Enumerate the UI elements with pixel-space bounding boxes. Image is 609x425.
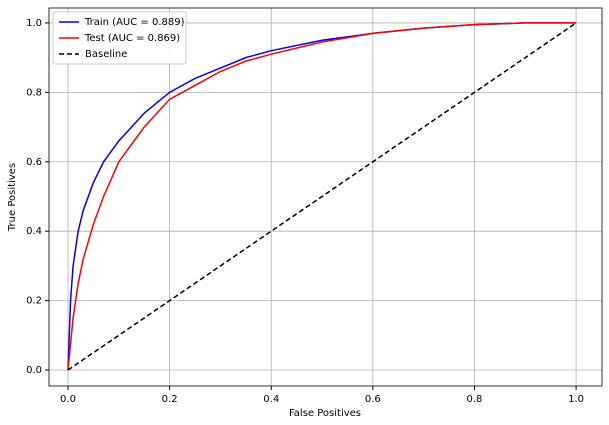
plot-frame [48, 7, 603, 387]
x-tick-label: 0.4 [263, 394, 279, 405]
legend-label: Baseline [85, 49, 127, 60]
y-tick-label: 0.2 [26, 296, 42, 307]
x-tick-label: 0.0 [60, 394, 76, 405]
y-tick-label: 1.0 [26, 18, 42, 29]
x-tick-label: 0.8 [467, 394, 483, 405]
y-tick-label: 0.8 [26, 87, 42, 98]
legend-label: Test (AUC = 0.869) [84, 33, 180, 44]
x-axis-label: False Positives [289, 408, 361, 419]
y-axis-label: True Positives [7, 163, 18, 232]
x-tick-label: 0.6 [365, 394, 381, 405]
y-tick-label: 0.4 [26, 226, 42, 237]
legend-box [52, 11, 187, 65]
x-tick-label: 1.0 [568, 394, 584, 405]
y-tick-label: 0.6 [26, 157, 42, 168]
line [67, 22, 577, 371]
x-tick-label: 0.2 [162, 394, 178, 405]
legend-label: Train (AUC = 0.889) [84, 17, 185, 28]
y-tick-label: 0.0 [26, 365, 42, 376]
line [67, 22, 577, 371]
